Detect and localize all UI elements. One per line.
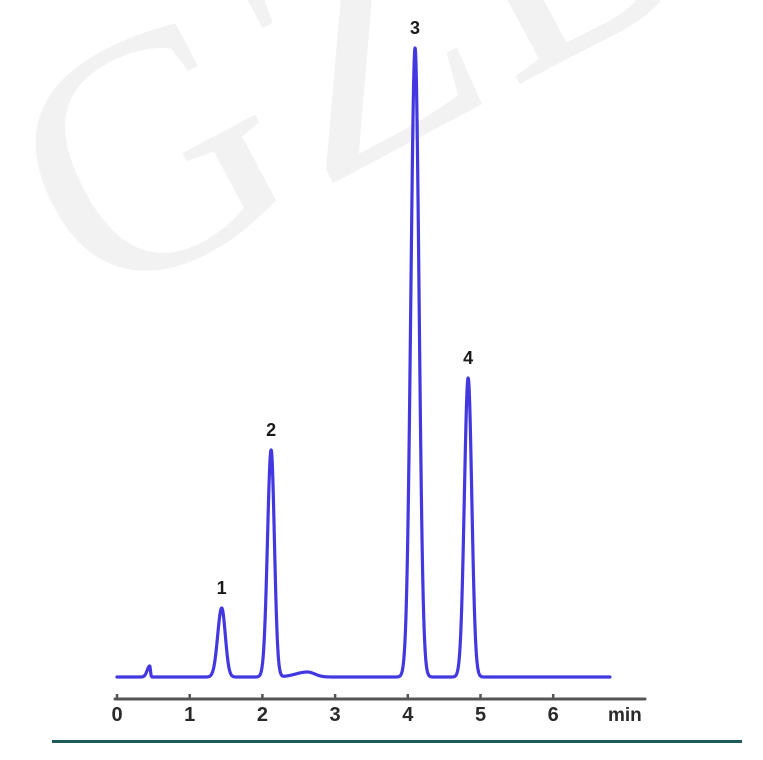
peak-label-4: 4	[463, 348, 474, 368]
peak-label-3: 3	[410, 18, 421, 38]
bottom-divider	[52, 740, 742, 743]
x-axis-ticks	[115, 694, 555, 699]
x-axis-tick-label-5: 5	[474, 704, 487, 726]
x-axis-tick-label-3: 3	[329, 704, 341, 726]
x-axis-tick-label-0: 0	[111, 704, 123, 726]
peak-label-1: 1	[216, 578, 227, 598]
peak-label-2: 2	[266, 420, 277, 440]
x-axis-unit-label: min	[608, 705, 642, 726]
x-axis-tick-label-6: 6	[547, 704, 559, 726]
x-axis-tick-label-1: 1	[184, 704, 196, 726]
trace-group	[115, 46, 612, 679]
x-axis-group	[113, 694, 647, 701]
chromatogram-trace	[115, 46, 612, 679]
x-axis-tick-label-4: 4	[402, 704, 414, 726]
x-axis-tick-label-2: 2	[256, 704, 268, 726]
